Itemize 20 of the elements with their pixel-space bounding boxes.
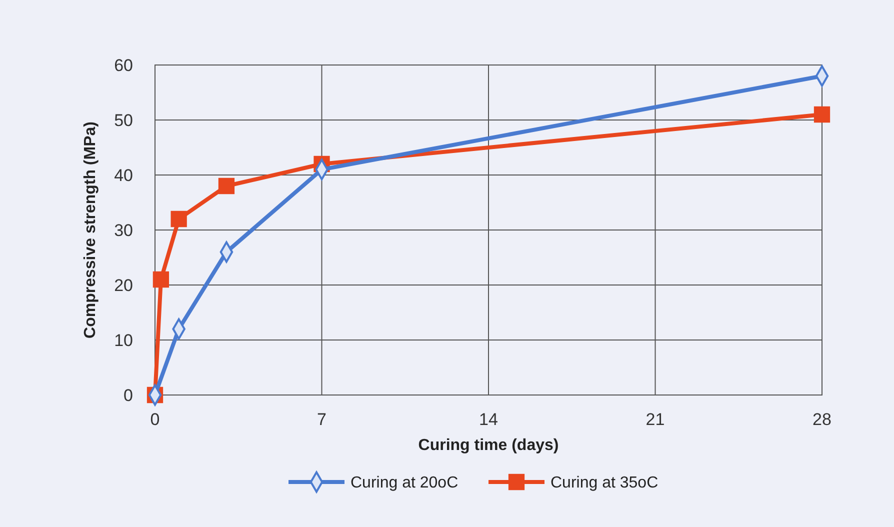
point: [814, 106, 830, 123]
legend-label: Curing at 35oC: [550, 474, 658, 492]
point: [152, 271, 170, 288]
legend-label: Curing at 20oC: [350, 474, 458, 492]
y-tick-label: 50: [114, 110, 133, 130]
y-tick-label: 60: [114, 56, 133, 75]
y-tick-label: 30: [114, 220, 133, 240]
x-tick-label: 21: [646, 410, 665, 429]
x-tick-label: 7: [317, 410, 326, 429]
point: [218, 178, 235, 194]
point: [170, 210, 187, 228]
x-tick-label: 0: [150, 410, 160, 429]
x-tick-label: 28: [812, 410, 832, 429]
y-tick-label: 40: [114, 166, 133, 185]
y-tick-label: 20: [114, 276, 133, 295]
x-tick-label: 14: [479, 410, 498, 429]
y-axis-title: Compressive strength (MPa): [82, 122, 99, 338]
x-axis-title: Curing time (days): [418, 437, 559, 454]
y-tick-label: 0: [124, 386, 133, 405]
y-tick-label: 10: [114, 330, 133, 350]
